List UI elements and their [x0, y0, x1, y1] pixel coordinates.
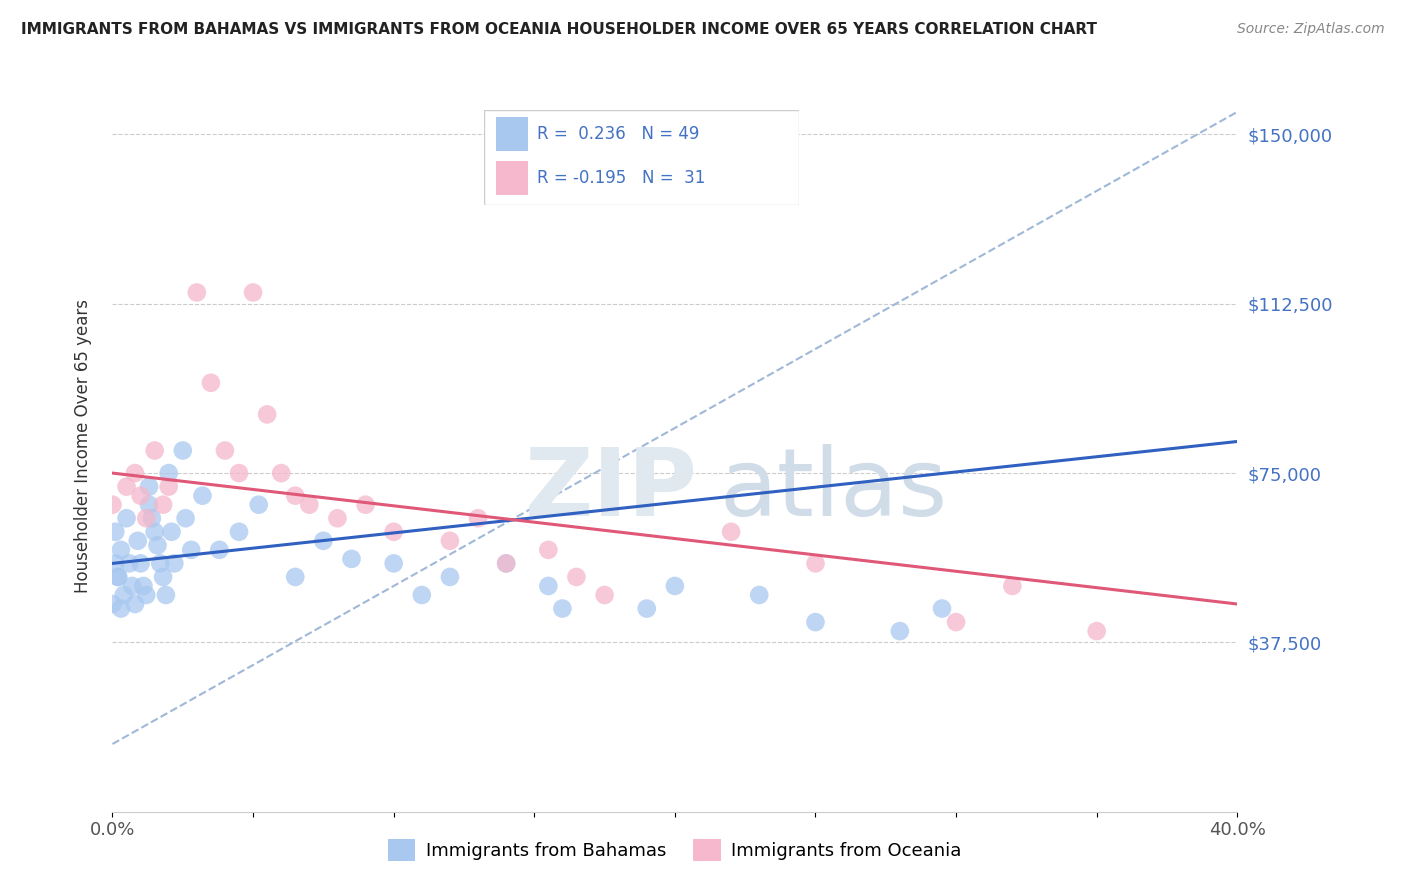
- Point: [889, 624, 911, 639]
- Point: [1085, 624, 1108, 639]
- Point: [110, 542, 132, 557]
- Point: [157, 466, 180, 480]
- Point: [127, 533, 149, 548]
- Text: ZIP: ZIP: [524, 444, 697, 536]
- Point: [804, 615, 827, 629]
- Point: [124, 466, 146, 480]
- Point: [931, 601, 953, 615]
- Y-axis label: Householder Income Over 65 years: Householder Income Over 65 years: [73, 299, 91, 593]
- Point: [191, 489, 214, 503]
- Point: [143, 524, 166, 539]
- Point: [141, 511, 163, 525]
- Point: [593, 588, 616, 602]
- Point: [152, 498, 174, 512]
- Point: [110, 601, 132, 615]
- Point: [160, 524, 183, 539]
- Point: [214, 443, 236, 458]
- Point: [340, 552, 363, 566]
- Point: [1001, 579, 1024, 593]
- Point: [208, 542, 231, 557]
- Point: [537, 542, 560, 557]
- Point: [748, 588, 770, 602]
- Point: [439, 533, 461, 548]
- Point: [664, 579, 686, 593]
- Point: [118, 557, 141, 571]
- Point: [104, 557, 127, 571]
- Point: [200, 376, 222, 390]
- Text: atlas: atlas: [720, 444, 948, 536]
- Legend: Immigrants from Bahamas, Immigrants from Oceania: Immigrants from Bahamas, Immigrants from…: [381, 832, 969, 869]
- Point: [382, 524, 405, 539]
- Point: [228, 466, 250, 480]
- Point: [132, 579, 155, 593]
- Point: [138, 498, 160, 512]
- Text: Source: ZipAtlas.com: Source: ZipAtlas.com: [1237, 22, 1385, 37]
- Point: [636, 601, 658, 615]
- Point: [135, 588, 157, 602]
- Point: [121, 579, 143, 593]
- Point: [163, 557, 186, 571]
- Point: [155, 588, 177, 602]
- Point: [382, 557, 405, 571]
- Point: [495, 557, 517, 571]
- Point: [124, 597, 146, 611]
- Point: [138, 480, 160, 494]
- Point: [565, 570, 588, 584]
- Point: [312, 533, 335, 548]
- Point: [247, 498, 270, 512]
- Point: [186, 285, 208, 300]
- Point: [146, 538, 169, 552]
- Point: [157, 480, 180, 494]
- Point: [284, 570, 307, 584]
- Point: [256, 408, 278, 422]
- Point: [495, 557, 517, 571]
- Point: [439, 570, 461, 584]
- Point: [115, 511, 138, 525]
- Point: [180, 542, 202, 557]
- Point: [101, 597, 124, 611]
- Point: [152, 570, 174, 584]
- Point: [107, 570, 129, 584]
- Point: [107, 570, 129, 584]
- Point: [135, 511, 157, 525]
- Point: [551, 601, 574, 615]
- Point: [129, 557, 152, 571]
- Point: [174, 511, 197, 525]
- Point: [326, 511, 349, 525]
- Text: IMMIGRANTS FROM BAHAMAS VS IMMIGRANTS FROM OCEANIA HOUSEHOLDER INCOME OVER 65 YE: IMMIGRANTS FROM BAHAMAS VS IMMIGRANTS FR…: [21, 22, 1097, 37]
- Point: [537, 579, 560, 593]
- Point: [242, 285, 264, 300]
- Point: [104, 524, 127, 539]
- Point: [112, 588, 135, 602]
- Point: [149, 557, 172, 571]
- Point: [354, 498, 377, 512]
- Point: [172, 443, 194, 458]
- Point: [298, 498, 321, 512]
- Point: [720, 524, 742, 539]
- Point: [270, 466, 292, 480]
- Point: [945, 615, 967, 629]
- Point: [228, 524, 250, 539]
- Point: [101, 498, 124, 512]
- Point: [284, 489, 307, 503]
- Point: [143, 443, 166, 458]
- Point: [129, 489, 152, 503]
- Point: [411, 588, 433, 602]
- Point: [804, 557, 827, 571]
- Point: [467, 511, 489, 525]
- Point: [115, 480, 138, 494]
